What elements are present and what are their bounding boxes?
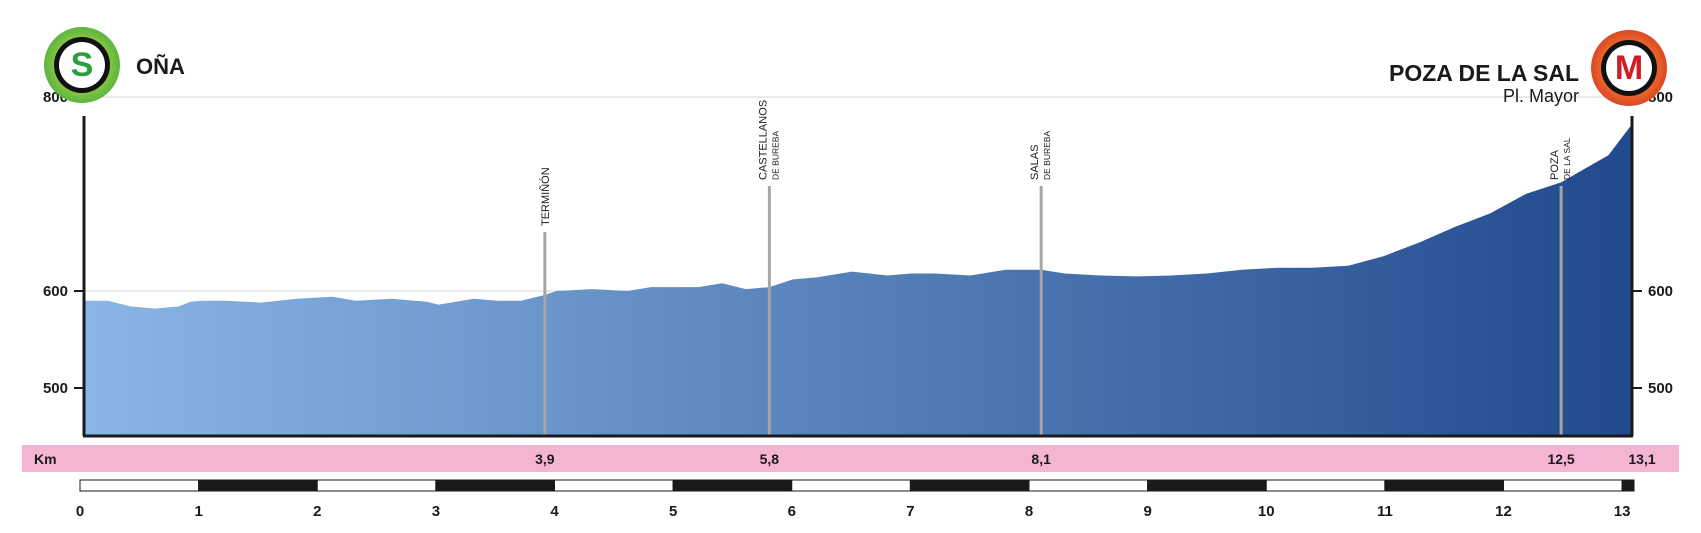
scale-segment-6: [791, 479, 911, 492]
waypoint-sub-1: DE BUREBA: [770, 131, 780, 180]
finish-location-name: POZA DE LA SAL: [1389, 60, 1579, 86]
finish-badge-icon: M: [1591, 30, 1667, 106]
waypoint-name-2: SALAS: [1029, 145, 1041, 180]
y-tick-label-left-600: 600: [43, 283, 68, 300]
y-tick-label-right-500: 500: [1648, 380, 1673, 397]
x-tick-label-5: 5: [669, 503, 677, 520]
km-band-value-0: 3,9: [535, 451, 555, 467]
km-band-background: [22, 445, 1679, 472]
km-band: Km 3,9 5,8 8,1 12,5 13,1: [22, 445, 1679, 472]
scale-segment-10: [1265, 479, 1386, 492]
x-tick-label-2: 2: [313, 503, 321, 520]
start-badge-icon: S: [44, 27, 120, 103]
x-tick-label-13: 13: [1614, 503, 1631, 520]
x-tick-label-10: 10: [1258, 503, 1275, 520]
km-band-value-1: 5,8: [760, 451, 780, 467]
waypoint-sub-3: DE LA SAL: [1562, 137, 1572, 180]
km-band-value-3: 12,5: [1547, 451, 1574, 467]
start-badge-letter: S: [59, 42, 105, 88]
waypoint-name-1: CASTELLANOS: [757, 100, 769, 180]
distance-scale-bar: 0 1 2 3 4 5 6 7 8 9 10 11 12 13: [76, 479, 1635, 520]
waypoint-name-0: TERMIÑÓN: [539, 167, 552, 226]
waypoint-label-1: CASTELLANOS DE BUREBA: [757, 100, 780, 180]
waypoint-label-0: TERMIÑÓN: [539, 167, 552, 226]
x-tick-label-8: 8: [1025, 503, 1033, 520]
scale-segment-12: [1503, 479, 1623, 492]
waypoint-label-3: POZA DE LA SAL: [1549, 137, 1572, 180]
elevation-area: [84, 124, 1632, 436]
x-tick-label-7: 7: [906, 503, 914, 520]
km-band-value-2: 8,1: [1031, 451, 1051, 467]
finish-location: POZA DE LA SAL Pl. Mayor: [1389, 60, 1579, 106]
x-tick-label-3: 3: [432, 503, 440, 520]
x-tick-label-9: 9: [1143, 503, 1151, 520]
scale-segment-8: [1028, 479, 1149, 492]
scale-segment-11: [1384, 479, 1505, 492]
waypoint-name-3: POZA: [1549, 149, 1561, 180]
x-tick-label-11: 11: [1377, 503, 1393, 520]
scale-segment-9: [1147, 479, 1267, 492]
scale-segment-4: [554, 479, 674, 492]
y-tick-label-left-500: 500: [43, 380, 68, 397]
scale-segment-1: [198, 479, 318, 492]
scale-segment-5: [672, 479, 793, 492]
x-tick-label-1: 1: [194, 503, 202, 520]
scale-segment-2: [316, 479, 437, 492]
km-band-label: Km: [34, 451, 57, 467]
finish-location-sub: Pl. Mayor: [1502, 86, 1579, 106]
x-tick-label-4: 4: [550, 503, 559, 520]
scale-segment-0: [79, 479, 200, 492]
km-band-finish-value: 13,1: [1628, 451, 1655, 467]
finish-badge-letter: M: [1606, 45, 1652, 91]
scale-segment-3: [435, 479, 556, 492]
start-location-name: OÑA: [136, 54, 185, 79]
x-tick-label-12: 12: [1495, 503, 1512, 520]
waypoint-sub-2: DE BUREBA: [1042, 131, 1052, 180]
scale-segment-7: [909, 479, 1030, 492]
scale-segment-13: [1621, 479, 1635, 492]
y-tick-label-right-600: 600: [1648, 283, 1673, 300]
x-tick-label-6: 6: [788, 503, 796, 520]
x-tick-label-0: 0: [76, 503, 84, 520]
waypoint-label-2: SALAS DE BUREBA: [1029, 131, 1052, 180]
